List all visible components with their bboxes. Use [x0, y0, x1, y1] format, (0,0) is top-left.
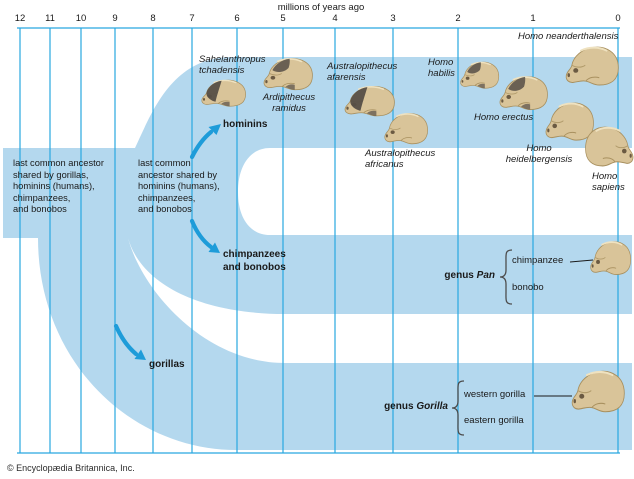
chimp-arrowhead — [208, 242, 220, 253]
axis-tick-label-5: 5 — [280, 13, 286, 24]
genus-gorilla-bracket — [451, 380, 465, 436]
skull-australopithecus-africanus — [383, 111, 429, 147]
axis-tick-label-7: 7 — [189, 13, 195, 24]
label-gorillas-branch: gorillas — [149, 359, 185, 370]
axis-tick-label-9: 9 — [112, 13, 118, 24]
axis-tick-label-11: 11 — [45, 13, 55, 24]
skull-sahelanthropus-tchadensis — [200, 78, 247, 109]
skull-gorilla — [570, 368, 626, 416]
skull-homo-heidelbergensis — [544, 100, 595, 144]
genus-pan-bracket — [499, 249, 513, 305]
hominins-arrowhead — [208, 124, 221, 135]
axis-tick-label-6: 6 — [234, 13, 240, 24]
label-australopithecus-afarensis: Australopithecus afarensis — [327, 61, 398, 83]
axis-tick-label-2: 2 — [455, 13, 461, 24]
label-genus-gorilla: genus Gorilla — [384, 401, 448, 412]
label-homo-neanderthalensis: Homo neanderthalensis — [518, 31, 619, 42]
axis-tick-label-8: 8 — [150, 13, 156, 24]
skull-homo-sapiens — [584, 124, 634, 170]
lineage-tree-shape — [3, 57, 632, 451]
label-homo-erectus: Homo erectus — [474, 112, 534, 123]
label-homo-habilis: Homo habilis — [428, 57, 455, 79]
axis-tick-label-0: 0 — [615, 13, 621, 24]
text-last-common-ancestor-hominins-chimps: last common ancestor shared by hominins (h… — [138, 158, 220, 214]
label-chimpanzee: chimpanzee — [512, 255, 564, 266]
label-sahelanthropus-tchadensis: Sahelanthropus tchadensis — [199, 54, 266, 76]
gorillas-arrow — [113, 323, 139, 357]
axis-tick-label-4: 4 — [332, 13, 338, 24]
label-chimpanzees-bonobos-branch: chimpanzees and bonobos — [223, 249, 286, 273]
hominins-arrow — [189, 129, 214, 160]
skull-homo-erectus — [498, 74, 549, 113]
axis-title: millions of years ago — [277, 2, 365, 13]
axis-tick-label-12: 12 — [14, 13, 26, 24]
skull-homo-neanderthalensis — [564, 44, 620, 89]
axis-tick-label-3: 3 — [390, 13, 396, 24]
text-last-common-ancestor-all: last common ancestor shared by gorillas, h… — [13, 158, 104, 214]
label-ardipithecus-ramidus: Ardipithecus ramidus — [262, 92, 316, 114]
label-homo-sapiens: Homo sapiens — [592, 171, 625, 193]
skull-australopithecus-afarensis — [343, 84, 396, 119]
skull-chimpanzee — [589, 239, 632, 278]
label-hominins-branch: hominins — [223, 119, 268, 130]
label-eastern-gorilla: eastern gorilla — [464, 415, 524, 426]
credit: © Encyclopædia Britannica, Inc. — [7, 463, 135, 473]
skull-homo-habilis — [459, 60, 500, 91]
chimpanzee-leader-line — [569, 259, 594, 263]
label-australopithecus-africanus: Australopithecus africanus — [365, 148, 436, 170]
label-homo-heidelbergensis: Homo heidelbergensis — [505, 143, 573, 165]
chimp-arrow — [189, 218, 214, 250]
skull-ardipithecus-ramidus — [262, 56, 314, 93]
label-genus-pan: genus Pan — [444, 270, 495, 281]
axis-tick-label-10: 10 — [75, 13, 87, 24]
label-bonobo: bonobo — [512, 282, 544, 293]
gorillas-arrowhead — [134, 349, 146, 360]
label-western-gorilla: western gorilla — [464, 389, 526, 400]
axis-tick-label-1: 1 — [530, 13, 536, 24]
